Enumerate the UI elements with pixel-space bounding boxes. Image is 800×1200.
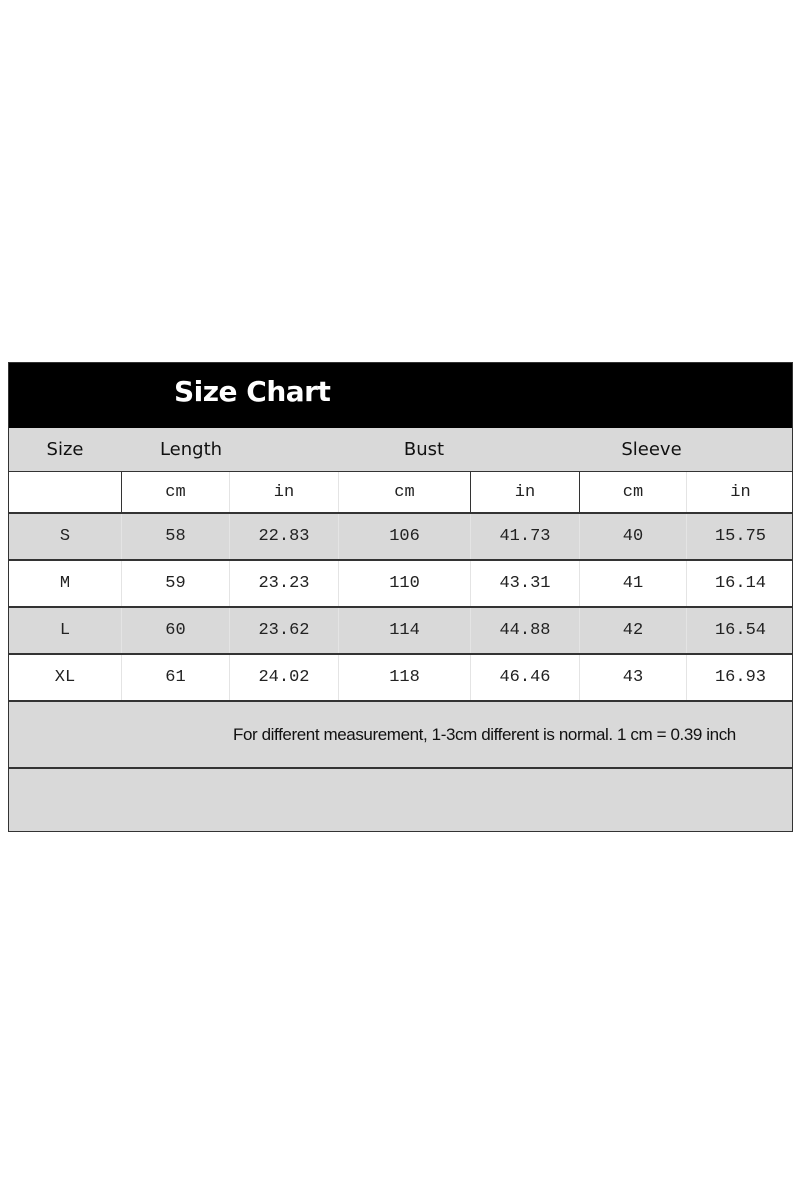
note-row: For different measurement, 1-3cm differe… [9,700,792,767]
table-row: S 58 22.83 106 41.73 40 15.75 [9,512,792,559]
value-cell: 23.62 [229,608,338,653]
value-cell: 15.75 [686,514,792,559]
empty-row [9,767,792,831]
size-cell: XL [54,668,76,687]
value-cell: 118 [338,655,470,700]
value-cell: 41 [579,561,686,606]
value-cell: 60 [121,608,229,653]
header-size: Size [46,439,84,460]
size-cell: S [59,527,71,546]
value-cell: 46.46 [470,655,579,700]
title-bar: Size Chart [9,363,792,428]
measurement-note: For different measurement, 1-3cm differe… [233,724,736,744]
value-cell: 110 [338,561,470,606]
value-cell: 106 [338,514,470,559]
value-cell: 61 [121,655,229,700]
value-cell: 41.73 [470,514,579,559]
value-cell: 58 [121,514,229,559]
unit-header: in [470,472,579,512]
value-cell: 43.31 [470,561,579,606]
header-row: Size Length Bust Sleeve [9,428,792,471]
chart-title: Size Chart [174,375,331,408]
size-chart-table: Size Chart Size Length Bust Sleeve cm in c… [8,362,793,832]
size-cell: L [59,621,71,640]
value-cell: 22.83 [229,514,338,559]
value-cell: 16.54 [686,608,792,653]
header-sleeve: Sleeve [621,439,682,460]
value-cell: 43 [579,655,686,700]
value-cell: 42 [579,608,686,653]
value-cell: 23.23 [229,561,338,606]
size-cell: M [59,574,71,593]
unit-header: cm [338,472,470,512]
value-cell: 114 [338,608,470,653]
table-row: M 59 23.23 110 43.31 41 16.14 [9,559,792,606]
value-cell: 44.88 [470,608,579,653]
header-bust: Bust [403,439,445,460]
value-cell: 59 [121,561,229,606]
unit-header: in [229,472,338,512]
table-row: XL 61 24.02 118 46.46 43 16.93 [9,653,792,700]
table-row: L 60 23.62 114 44.88 42 16.54 [9,606,792,653]
unit-row: cm in cm in cm in [9,471,792,512]
value-cell: 16.14 [686,561,792,606]
value-cell: 16.93 [686,655,792,700]
value-cell: 24.02 [229,655,338,700]
header-length: Length [159,439,223,460]
value-cell: 40 [579,514,686,559]
unit-header: cm [121,472,229,512]
unit-header: cm [579,472,686,512]
unit-header: in [686,472,792,512]
